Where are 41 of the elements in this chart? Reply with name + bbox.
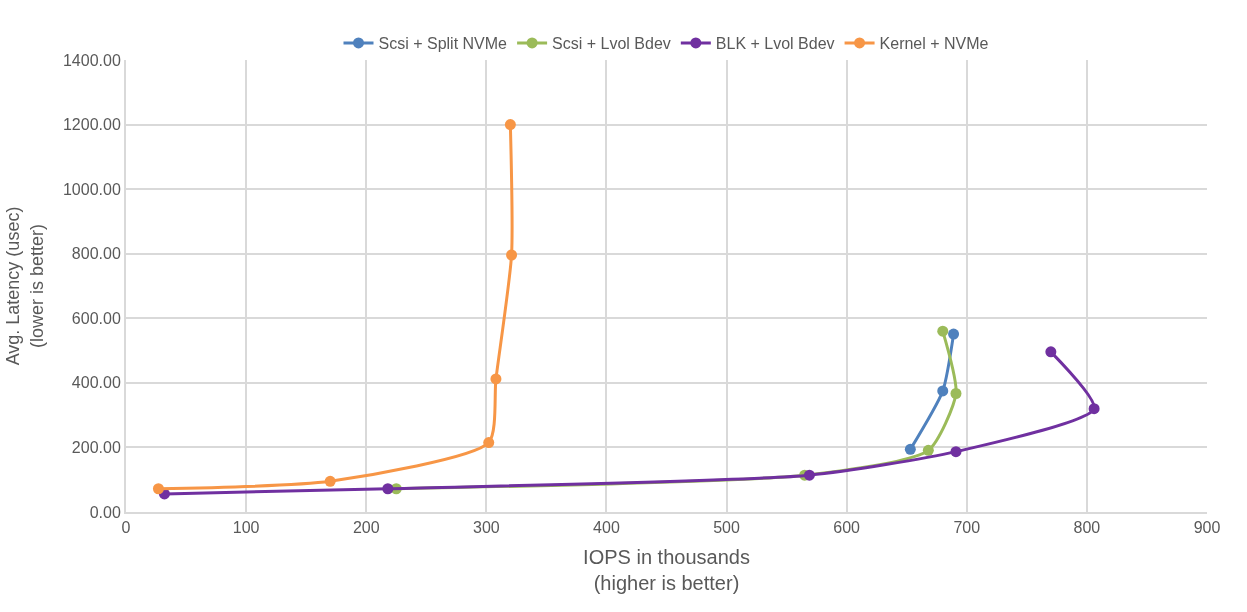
y-tick-label: 400.00 bbox=[71, 374, 121, 392]
x-axis-title: IOPS in thousands (higher is better) bbox=[583, 546, 750, 595]
y-tick-label: 1000.00 bbox=[62, 180, 121, 198]
legend-label: Kernel + NVMe bbox=[879, 35, 989, 53]
x-tick-label: 200 bbox=[352, 519, 380, 537]
y-tick-label: 1200.00 bbox=[62, 116, 121, 134]
point bbox=[950, 388, 962, 400]
point bbox=[904, 443, 916, 455]
x-tick-label: 500 bbox=[713, 519, 741, 537]
point bbox=[382, 483, 394, 495]
legend-label: BLK + Lvol Bdev bbox=[715, 35, 835, 53]
y-axis-title: Avg. Latency (usec) (lower is better) bbox=[3, 206, 47, 366]
point bbox=[948, 328, 960, 340]
legend-label: Scsi + Lvol Bdev bbox=[552, 35, 671, 53]
point bbox=[803, 469, 815, 481]
y-tick-label: 200.00 bbox=[71, 439, 121, 457]
x-tick-label: 700 bbox=[953, 519, 981, 537]
point bbox=[922, 444, 934, 456]
legend-label: Scsi + Split NVMe bbox=[378, 35, 508, 53]
y-tick-label: 1400.00 bbox=[62, 51, 121, 69]
point bbox=[1088, 403, 1100, 415]
point bbox=[490, 373, 502, 385]
point bbox=[504, 119, 516, 131]
y-tick-label: 600.00 bbox=[71, 309, 121, 327]
point bbox=[950, 446, 962, 458]
point bbox=[483, 437, 495, 449]
y-tick-label: 800.00 bbox=[71, 245, 121, 263]
x-tick-label: 400 bbox=[593, 519, 620, 537]
point bbox=[324, 475, 336, 487]
point bbox=[937, 385, 949, 397]
x-tick-label: 300 bbox=[472, 519, 500, 537]
x-tick-label: 800 bbox=[1073, 519, 1101, 537]
x-tick-label: 100 bbox=[232, 519, 260, 537]
y-tick-label: 0.00 bbox=[89, 503, 121, 521]
point bbox=[506, 249, 518, 261]
x-tick-label: 900 bbox=[1193, 519, 1221, 537]
x-tick-label: 0 bbox=[121, 519, 131, 537]
point bbox=[152, 483, 164, 495]
x-tick-label: 600 bbox=[833, 519, 861, 537]
point bbox=[1045, 346, 1057, 358]
point bbox=[937, 325, 949, 337]
